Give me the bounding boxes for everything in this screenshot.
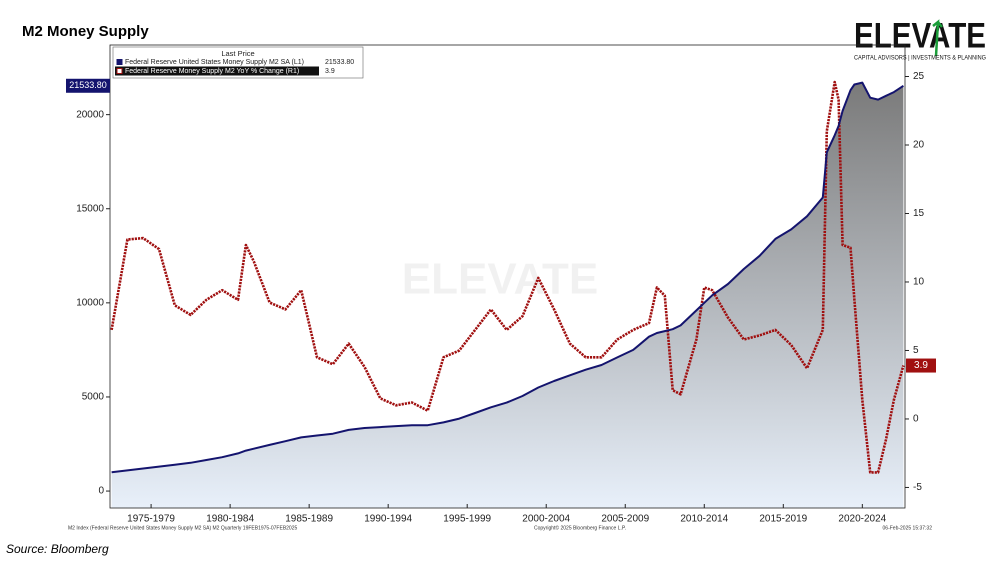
x-tick-label: 1975-1979 xyxy=(127,514,175,525)
legend-swatch xyxy=(116,59,123,65)
footer-left: M2 Index (Federal Reserve United States … xyxy=(68,525,297,531)
y-tick-label: 0 xyxy=(98,486,104,497)
x-tick-label: 1980-1984 xyxy=(206,514,254,525)
chart-title: M2 Money Supply xyxy=(22,23,149,40)
x-tick-label: 2015-2019 xyxy=(759,514,807,525)
plot-frame xyxy=(109,44,906,509)
x-tick-label: 2010-2014 xyxy=(680,514,728,525)
x-tick-label: 2020-2024 xyxy=(838,514,886,525)
line xyxy=(110,80,905,474)
x-tick-label: 1985-1989 xyxy=(285,514,333,525)
legend-label: Federal Reserve Money Supply M2 YoY % Ch… xyxy=(125,68,299,75)
legend-value: 3.9 xyxy=(325,68,335,75)
x-tick-label: 1990-1994 xyxy=(364,514,412,525)
legend-title: Last Price xyxy=(221,49,254,58)
logo-tagline: CAPITAL ADVISORS | INVESTMENTS & PLANNIN… xyxy=(854,55,986,62)
source: Source: Bloomberg xyxy=(6,542,109,556)
last-value-badge xyxy=(906,358,936,373)
x-tick-label: 1995-1999 xyxy=(443,514,491,525)
logo-arrow xyxy=(932,19,943,57)
y-tick-label: 10000 xyxy=(76,297,104,308)
y2-tick-label: 10 xyxy=(913,277,925,288)
plot xyxy=(110,80,905,508)
y2-tick-label: 20 xyxy=(913,140,925,151)
last-value-label: 21533.80 xyxy=(69,80,107,90)
y2-tick-label: 25 xyxy=(913,71,925,82)
last-value-badge xyxy=(66,78,110,93)
footer-center: Copyright© 2025 Bloomberg Finance L.P. xyxy=(534,524,626,531)
legend-value: 21533.80 xyxy=(325,59,354,66)
legend-highlight xyxy=(115,66,319,76)
legend-swatch xyxy=(116,68,123,74)
y2-tick-label: 5 xyxy=(913,345,919,356)
y-tick-label: 5000 xyxy=(82,392,105,403)
x-tick-label: 2005-2009 xyxy=(601,514,649,525)
y2-tick-label: 0 xyxy=(913,414,919,425)
last-value-label: 3.9 xyxy=(914,360,928,371)
footer-right: 06-Feb-2025 15:37:32 xyxy=(883,525,933,531)
x-tick-label: 2000-2004 xyxy=(522,514,570,525)
logo: ELEVATE xyxy=(854,16,986,55)
y-tick-label: 20000 xyxy=(76,109,104,120)
y2-tick-label: 15 xyxy=(913,208,925,219)
watermark: ELEVATE xyxy=(402,255,598,304)
legend-label: Federal Reserve United States Money Supp… xyxy=(125,59,304,66)
area xyxy=(111,82,904,508)
line xyxy=(111,81,904,474)
y2-tick-label: -5 xyxy=(913,482,922,493)
y-tick-label: 15000 xyxy=(76,203,104,214)
